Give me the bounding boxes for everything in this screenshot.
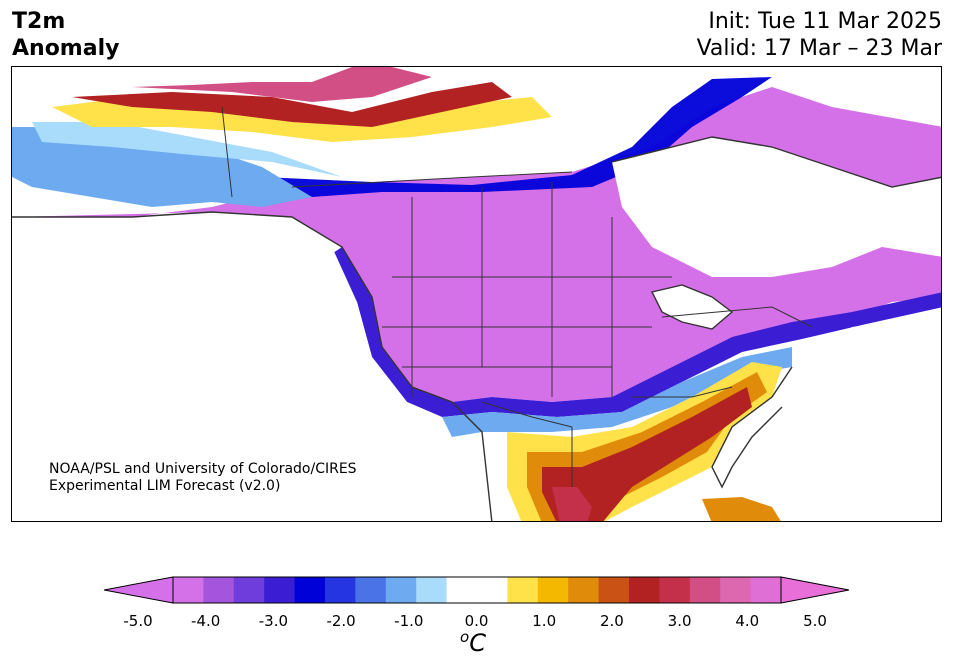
warm-caribbean xyxy=(702,497,781,521)
colorbar-tick-label: -4.0 xyxy=(191,612,221,630)
colorbar-tick-label: -3.0 xyxy=(258,612,289,630)
cool-southeast xyxy=(442,347,792,437)
colorbar-cell xyxy=(750,577,782,603)
colorbar-cell xyxy=(720,577,752,603)
unit-celsius: C xyxy=(469,629,486,657)
cool-light-band xyxy=(12,127,312,207)
colorbar-tick-label: -5.0 xyxy=(123,612,153,630)
colorbar-cells xyxy=(173,577,782,603)
colorbar-cell xyxy=(659,577,691,603)
credit-text: NOAA/PSL and University of Colorado/CIRE… xyxy=(49,461,357,495)
colorbar-cell xyxy=(264,577,296,603)
colorbar-tick-label: -1.0 xyxy=(394,612,424,630)
colorbar-tick-label: 1.0 xyxy=(532,612,557,630)
colorbar-tick-label: 5.0 xyxy=(803,612,827,630)
title-line-1: T2m xyxy=(12,9,66,34)
pacific-blank xyxy=(12,217,491,521)
colorbar-cell xyxy=(568,577,600,603)
atlantic-blank xyxy=(772,317,941,521)
cold-blue-band xyxy=(262,77,772,197)
colorbar-cell xyxy=(203,577,235,603)
colorbar-cell xyxy=(385,577,417,603)
colorbar-cell xyxy=(233,577,265,603)
colorbar-cell xyxy=(325,577,356,603)
colorbar-cell xyxy=(598,577,630,603)
colorbar-extend-low xyxy=(104,576,174,604)
warm-north-red xyxy=(72,82,512,127)
warm-north-pink xyxy=(132,67,432,102)
credit-line-2: Experimental LIM Forecast (v2.0) xyxy=(49,478,281,494)
great-lakes xyxy=(652,285,732,329)
greenland-blank xyxy=(612,137,941,277)
credit-line-1: NOAA/PSL and University of Colorado/CIRE… xyxy=(49,461,357,477)
colorbar-cell xyxy=(477,577,508,603)
colorbar-cell xyxy=(355,577,387,603)
colorbar-cell xyxy=(629,577,660,603)
colorbar-unit: oC xyxy=(460,628,486,657)
colorbar-cell xyxy=(507,577,539,603)
cold-blue-coast xyxy=(327,247,941,417)
unit-degree: o xyxy=(460,628,470,646)
colorbar-cell xyxy=(689,577,721,603)
colorbar-tick-label: 0.0 xyxy=(464,612,489,630)
colorbar-tick-label: -2.0 xyxy=(326,612,356,630)
colorbar-cell xyxy=(416,577,448,603)
colorbar-tick-label: 4.0 xyxy=(735,612,760,630)
colorbar-extend-high xyxy=(780,576,850,604)
map-canvas xyxy=(12,67,941,521)
cool-pale-band xyxy=(32,122,342,177)
valid-date: Valid: 17 Mar – 23 Mar xyxy=(696,36,942,61)
colorbar-cell xyxy=(537,577,569,603)
colorbar-cell xyxy=(173,577,204,603)
colorbar-tick-label: 3.0 xyxy=(667,612,692,630)
title-line-2: Anomaly xyxy=(12,36,120,61)
colorbar-tick-labels: -5.0 -4.0 -3.0 -2.0 -1.0 0.0 1.0 2.0 3.0 4.0 5.0 xyxy=(0,612,954,632)
colorbar-outline xyxy=(172,576,782,604)
colorbar xyxy=(104,576,850,604)
colorbar-tick-label: 2.0 xyxy=(599,612,624,630)
political-borders xyxy=(221,106,813,487)
forecast-dates: Init: Tue 11 Mar 2025 Valid: 17 Mar – 23… xyxy=(697,8,942,62)
colorbar-cell xyxy=(446,577,478,603)
coastlines xyxy=(12,136,941,521)
init-date: Init: Tue 11 Mar 2025 xyxy=(708,9,942,34)
map-title: T2m Anomaly xyxy=(12,8,119,62)
colorbar-cell xyxy=(294,577,326,603)
warm-south-pink xyxy=(552,487,592,521)
warm-south-red xyxy=(542,387,752,521)
anomaly-map xyxy=(11,66,942,522)
